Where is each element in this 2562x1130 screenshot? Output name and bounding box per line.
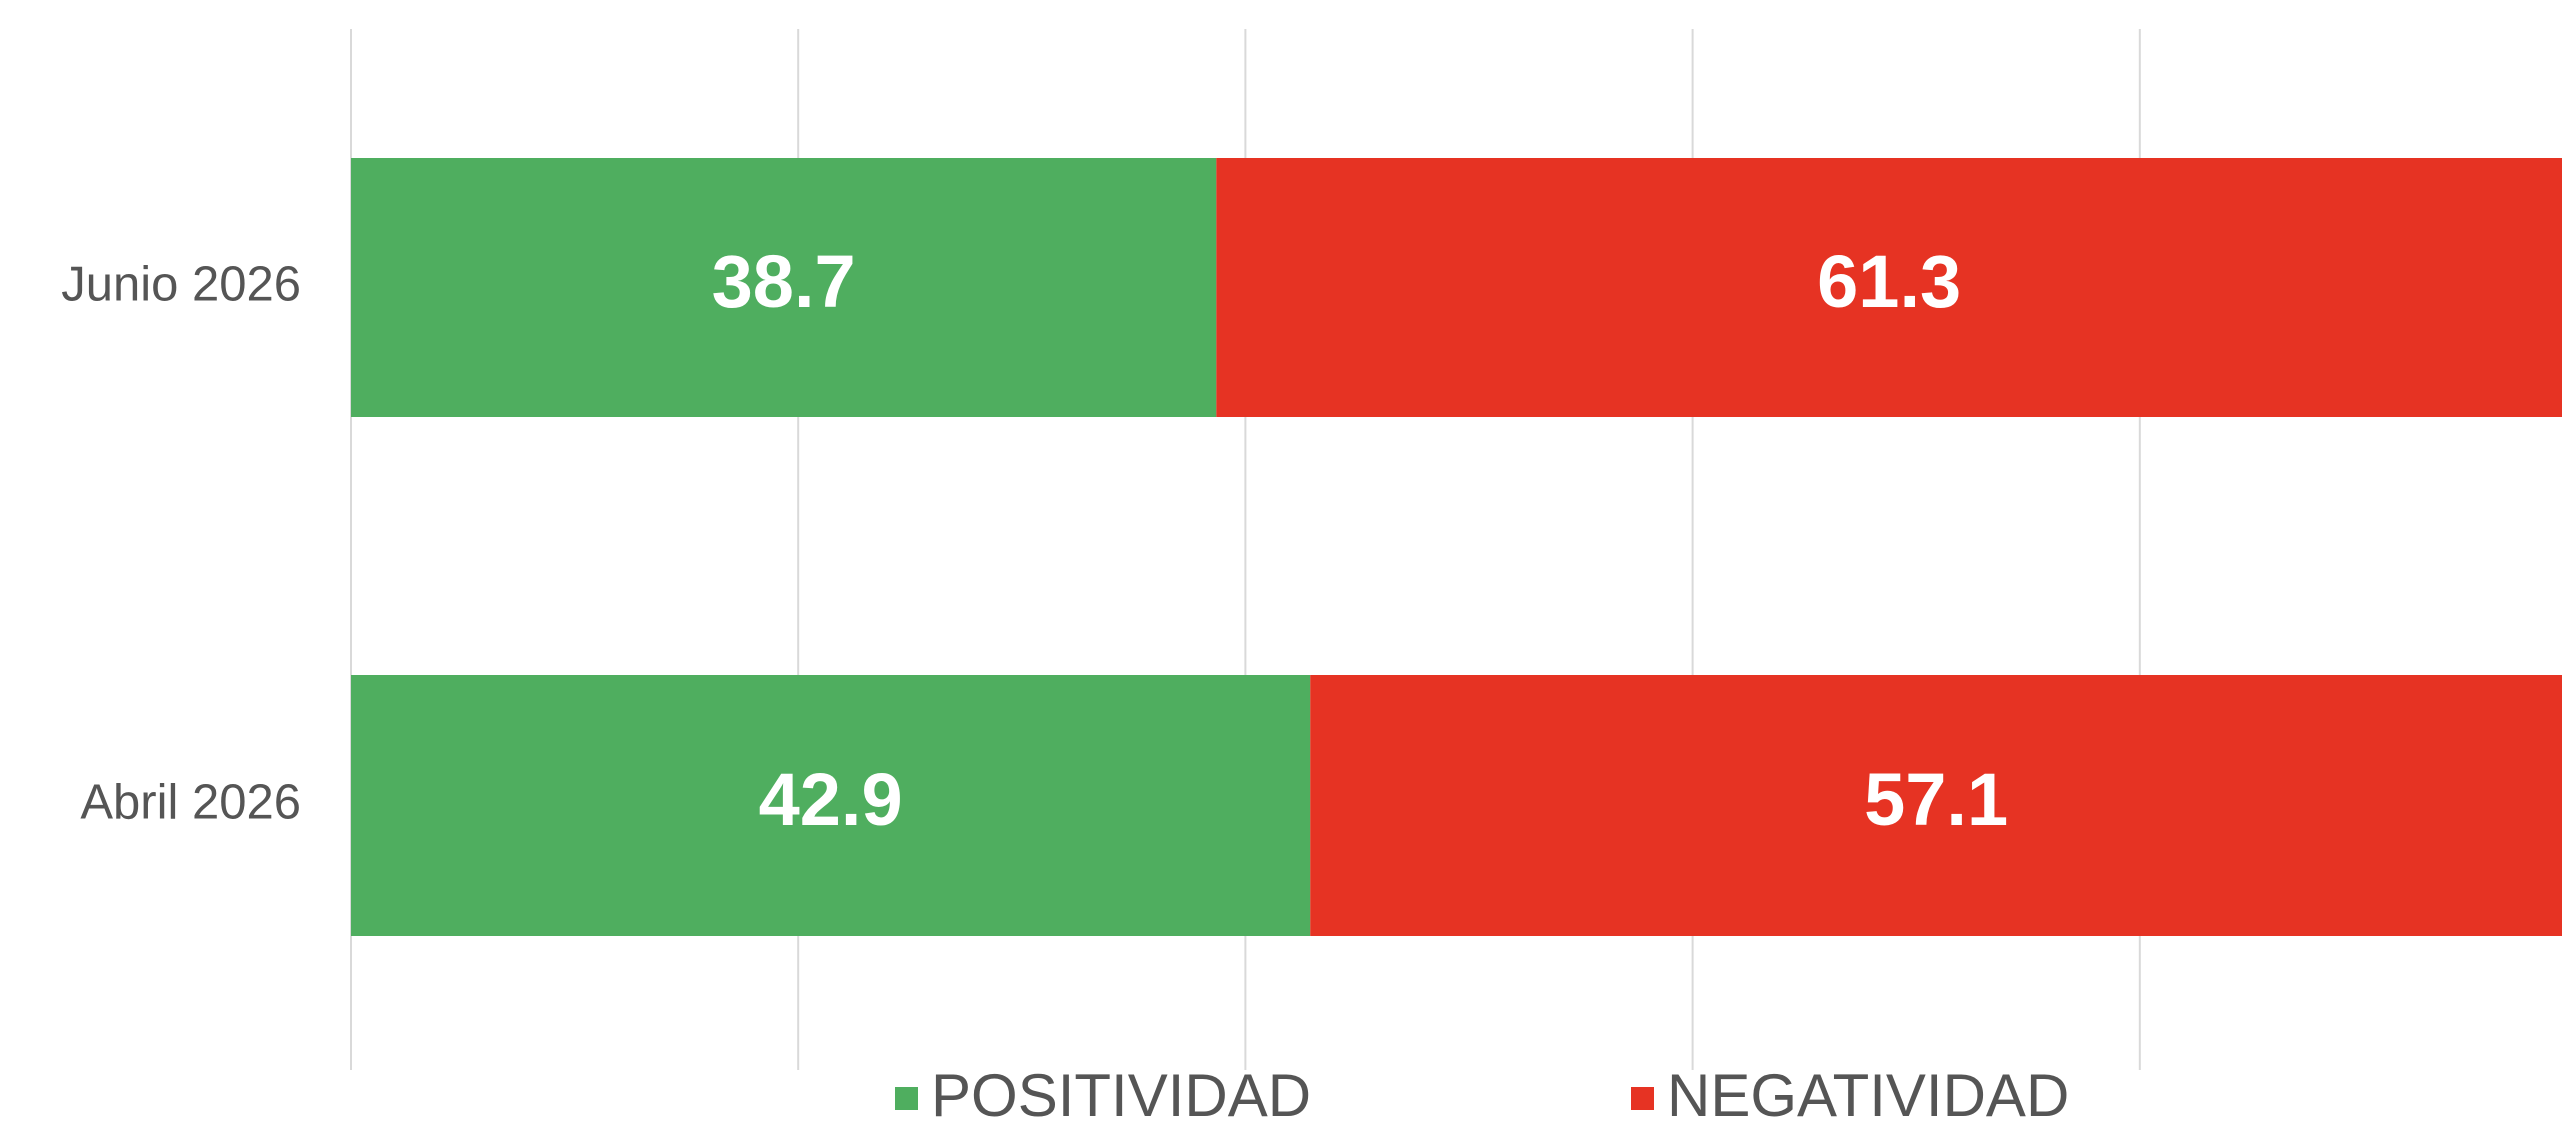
data-label: 42.9 — [759, 758, 903, 841]
legend-label: POSITIVIDAD — [931, 1062, 1311, 1129]
legend-label: NEGATIVIDAD — [1667, 1062, 2069, 1129]
legend-swatch — [895, 1087, 918, 1110]
y-tick-label: Junio 2026 — [61, 257, 301, 311]
y-tick-label: Abril 2026 — [80, 775, 301, 829]
legend-swatch — [1631, 1087, 1654, 1110]
data-label: 61.3 — [1817, 240, 1961, 323]
bar-segment — [1216, 158, 2562, 417]
bar-segment — [351, 675, 1311, 936]
bar-segment — [1310, 675, 2562, 936]
data-label: 38.7 — [712, 240, 856, 323]
bar-segment — [351, 158, 1217, 417]
data-label: 57.1 — [1864, 758, 2008, 841]
